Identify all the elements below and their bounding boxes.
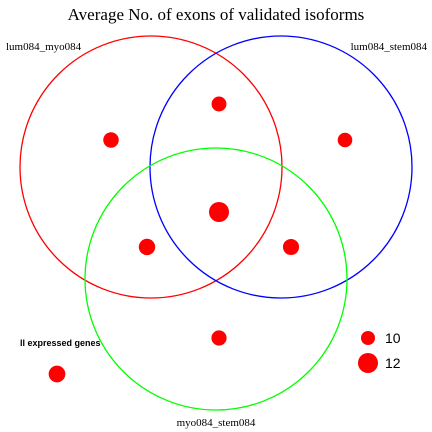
set-label-myo084_stem084: myo084_stem084: [177, 417, 256, 429]
set-circle-lum084_stem084: [149, 35, 413, 299]
region-dot-all-three: [209, 202, 229, 222]
set-circle-lum084_myo084: [19, 35, 283, 299]
legend-label-10: 10: [385, 330, 401, 346]
set-label-lum084_stem084: lum084_stem084: [351, 41, 428, 53]
region-dot-lum084_myo084-and-lum084_stem084: [211, 96, 227, 112]
outside-dot: [48, 365, 66, 383]
set-label-lum084_myo084: lum084_myo084: [6, 41, 82, 53]
region-dot-only-lum084_stem084: [337, 132, 353, 148]
outside-note: ll expressed genes: [20, 338, 101, 348]
region-dot-only-myo084_stem084: [211, 330, 227, 346]
diagram-title: Average No. of exons of validated isofor…: [68, 5, 365, 24]
legend-label-12: 12: [385, 355, 401, 371]
set-circle-myo084_stem084: [84, 147, 348, 411]
legend-dot-10: [361, 331, 375, 345]
region-dot-lum084_stem084-and-myo084_stem084: [282, 238, 300, 256]
region-dot-lum084_myo084-and-myo084_stem084: [138, 238, 156, 256]
legend-dot-12: [358, 353, 378, 373]
region-dot-only-lum084_myo084: [103, 132, 119, 148]
